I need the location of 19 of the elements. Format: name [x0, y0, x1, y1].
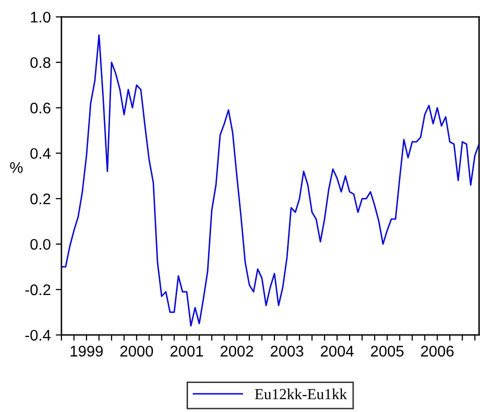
y-tick-label: 0.2: [30, 194, 50, 204]
x-tick-label: 2005: [370, 346, 404, 357]
y-tick-label: 0.4: [30, 148, 51, 159]
line-series: [61, 34, 480, 327]
y-tick-label: 1.0: [30, 12, 50, 23]
y-axis-title: %: [10, 162, 23, 173]
x-tick-label: 2004: [320, 346, 354, 357]
y-tick-label: 0.6: [30, 102, 50, 114]
y-tick-label: -0.4: [25, 330, 51, 341]
x-tick-label: 2002: [220, 346, 254, 357]
y-tick-label: -0.2: [25, 284, 50, 296]
y-tick-label: 0.0: [30, 238, 50, 250]
x-tick-label: 2006: [421, 346, 454, 357]
x-tick-label: 1999: [70, 346, 103, 357]
x-tick-label: 2000: [120, 346, 154, 357]
y-tick-label: 0.8: [30, 57, 50, 68]
x-tick-label: 2003: [270, 346, 304, 357]
legend-label: Eu12kk-Eu1kk: [254, 388, 348, 400]
x-tick-label: 2001: [170, 346, 203, 357]
